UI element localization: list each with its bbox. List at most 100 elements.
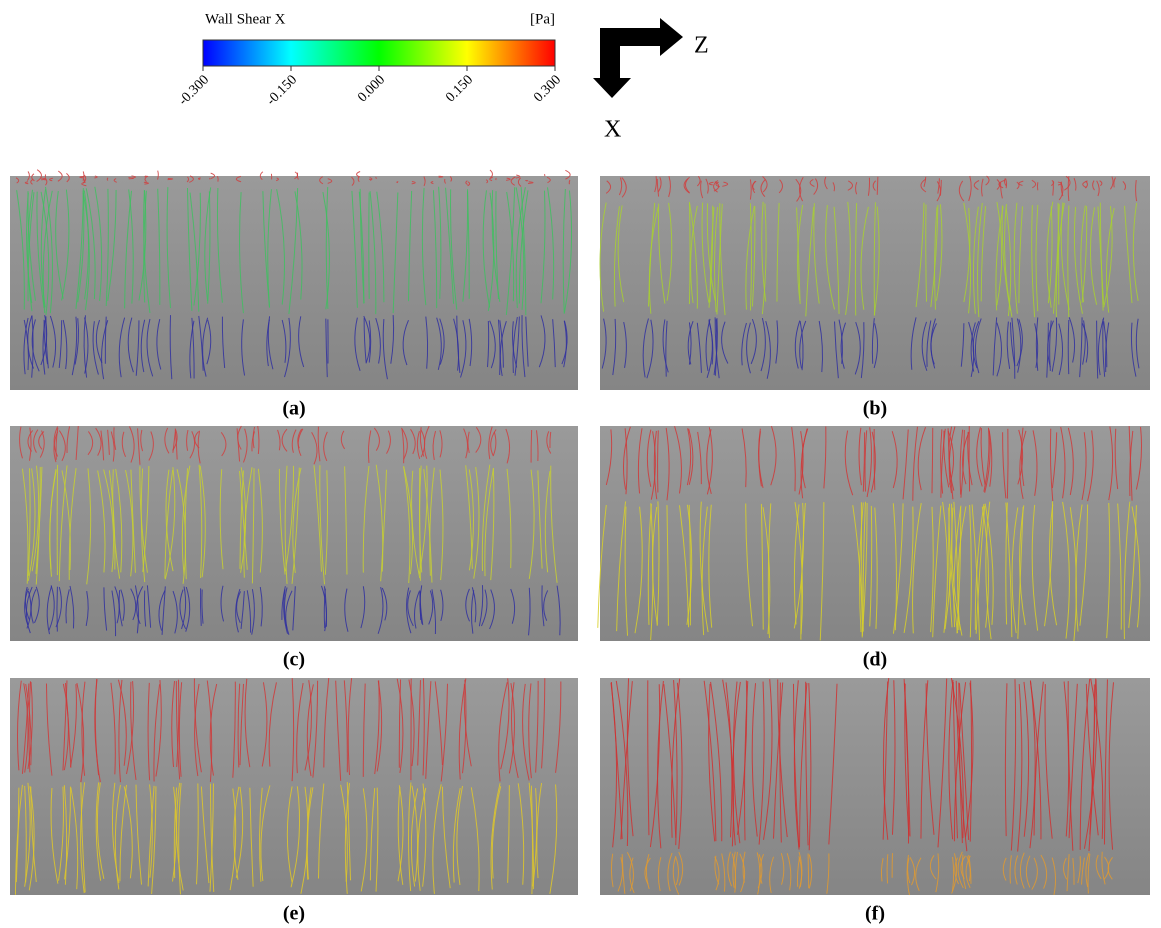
- streamline: [209, 177, 211, 180]
- streamline: [239, 470, 244, 569]
- streamline: [172, 786, 177, 882]
- streamline: [705, 318, 711, 371]
- streamline: [23, 683, 29, 773]
- streamline: [940, 428, 946, 498]
- streamline: [706, 203, 716, 301]
- streamline: [906, 854, 910, 896]
- streamline: [363, 318, 367, 363]
- streamline: [623, 321, 627, 368]
- streamline: [111, 590, 117, 637]
- streamline: [70, 787, 79, 890]
- streamline: [547, 187, 555, 300]
- streamline: [1050, 179, 1055, 186]
- streamline: [35, 467, 41, 585]
- streamline: [240, 591, 245, 629]
- streamline: [961, 854, 967, 890]
- streamline: [151, 786, 157, 894]
- streamline: [706, 321, 713, 379]
- streamline: [425, 316, 429, 369]
- streamline: [1079, 678, 1091, 850]
- streamline: [475, 426, 482, 453]
- streamline: [562, 188, 566, 314]
- streamline: [296, 683, 304, 774]
- streamline: [1077, 856, 1081, 884]
- streamline: [984, 503, 994, 625]
- streamline: [1016, 319, 1023, 367]
- streamline: [1066, 854, 1070, 892]
- streamline: [688, 428, 694, 485]
- streamline: [656, 501, 660, 626]
- streamline: [147, 682, 151, 781]
- streamline: [808, 683, 812, 851]
- streamline: [713, 318, 718, 376]
- streamline: [77, 190, 85, 303]
- streamline: [121, 431, 126, 457]
- streamline: [124, 190, 132, 309]
- streamline: [930, 204, 939, 308]
- streamline: [373, 427, 380, 451]
- streamline: [953, 501, 959, 631]
- streamline: [16, 680, 22, 771]
- streamline: [176, 679, 180, 768]
- streamline: [137, 428, 141, 465]
- streamline: [489, 589, 495, 630]
- streamline: [1105, 207, 1115, 313]
- streamline: [1035, 317, 1039, 371]
- streamline: [637, 428, 643, 494]
- streamline: [776, 202, 780, 302]
- streamline: [522, 683, 530, 781]
- streamline: [882, 678, 890, 840]
- streamline: [1124, 205, 1133, 304]
- streamline: [517, 783, 525, 885]
- streamline: [1081, 432, 1087, 500]
- streamline: [722, 679, 735, 847]
- streamline: [751, 180, 757, 190]
- streamline: [288, 188, 299, 315]
- streamline: [948, 426, 956, 494]
- streamline: [510, 176, 516, 186]
- streamline: [605, 180, 612, 194]
- streamline: [855, 182, 858, 195]
- streamline: [983, 427, 990, 492]
- streamline: [1103, 205, 1113, 308]
- streamline: [85, 188, 96, 300]
- streamline: [82, 192, 90, 311]
- streamline: [229, 788, 237, 891]
- streamline: [485, 179, 489, 184]
- streamline: [482, 190, 491, 308]
- streamline: [292, 467, 302, 573]
- streamline: [94, 186, 103, 302]
- streamline: [1103, 856, 1110, 881]
- streamline: [902, 429, 909, 500]
- streamline: [1132, 202, 1139, 301]
- streamline: [511, 682, 519, 779]
- streamline: [1058, 323, 1064, 376]
- streamline: [703, 680, 717, 842]
- streamline: [645, 854, 650, 890]
- streamline: [55, 191, 64, 299]
- streamline: [58, 786, 64, 881]
- streamline: [237, 683, 241, 768]
- streamline: [696, 322, 702, 373]
- streamline: [798, 177, 804, 202]
- streamline: [935, 853, 940, 893]
- streamline: [62, 680, 68, 771]
- streamline: [1018, 180, 1024, 186]
- streamline: [100, 430, 105, 461]
- streamline: [189, 320, 195, 379]
- streamline: [95, 427, 102, 456]
- streamline: [408, 679, 415, 767]
- streamline: [31, 315, 34, 378]
- streamline: [552, 319, 556, 368]
- streamline: [438, 186, 442, 299]
- streamline: [1097, 317, 1105, 376]
- streamline: [411, 470, 421, 579]
- streamline: [456, 315, 461, 374]
- streamline: [1102, 318, 1106, 377]
- streamline: [1031, 205, 1036, 318]
- streamline: [974, 503, 985, 630]
- streamline: [1108, 682, 1115, 850]
- streamline: [793, 504, 800, 625]
- streamline: [1090, 678, 1104, 839]
- streamline: [66, 172, 70, 183]
